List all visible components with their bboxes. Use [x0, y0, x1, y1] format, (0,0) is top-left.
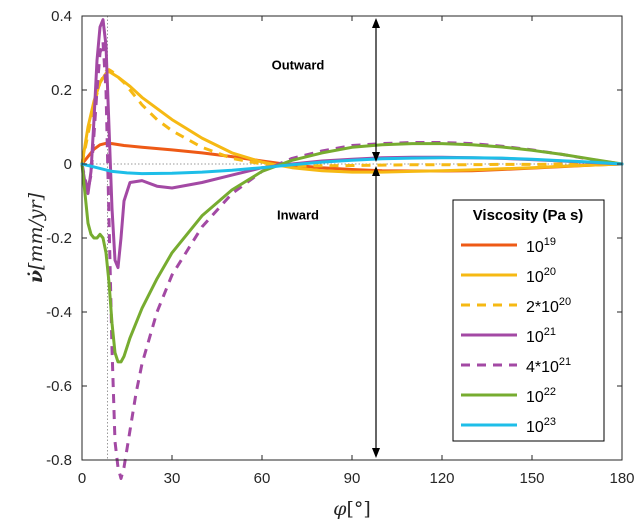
legend-box [452, 199, 605, 442]
legend-label-4: 4*1021 [526, 356, 571, 376]
annotation-inward: Inward [277, 208, 319, 223]
legend: Viscosity (Pa s) 1019 1020 2*1020 1021 4*102… [452, 199, 605, 442]
legend-label-1: 1020 [526, 266, 556, 286]
x-tick-label: 150 [519, 470, 544, 487]
legend-items: 1019 1020 2*1020 1021 4*1021 1022 1023 [461, 236, 571, 436]
y-tick-label: 0.4 [51, 8, 72, 25]
arrow-head [372, 18, 380, 28]
series-layer [80, 18, 624, 480]
x-tick-label: 90 [344, 470, 361, 487]
legend-label-6: 1023 [526, 416, 556, 436]
series-line-5 [80, 142, 624, 364]
legend-label-5: 1022 [526, 386, 556, 406]
y-tick-label: -0.4 [46, 304, 72, 321]
legend-label-2: 2*1020 [526, 296, 571, 316]
legend-label-3: 1021 [526, 326, 556, 346]
y-axis-label: ν̇[mm/yr] [25, 192, 47, 283]
annotation-outward: Outward [272, 58, 325, 73]
x-tick-label: 60 [254, 470, 271, 487]
x-tick-label: 120 [429, 470, 454, 487]
arrow-head [372, 152, 380, 162]
y-tick-label: -0.8 [46, 452, 72, 469]
y-tick-label: 0 [64, 156, 72, 173]
x-tick-label: 0 [78, 470, 86, 487]
x-axis-label: φ[°] [333, 498, 371, 520]
arrow-head [372, 166, 380, 176]
y-tick-label: -0.2 [46, 230, 72, 247]
series-line-6 [80, 156, 624, 176]
ticks-layer: 0 30 60 90 120 150 180 0.4 0.2 0 -0.2 -0.4 -0.6 -0.8 [46, 8, 634, 487]
legend-title: Viscosity (Pa s) [473, 207, 584, 224]
x-tick-label: 30 [164, 470, 181, 487]
legend-label-0: 1019 [526, 236, 556, 256]
y-tick-label: 0.2 [51, 82, 72, 99]
arrow-head [372, 448, 380, 458]
x-tick-label: 180 [609, 470, 634, 487]
y-tick-label: -0.6 [46, 378, 72, 395]
arrow-layer [372, 18, 380, 458]
